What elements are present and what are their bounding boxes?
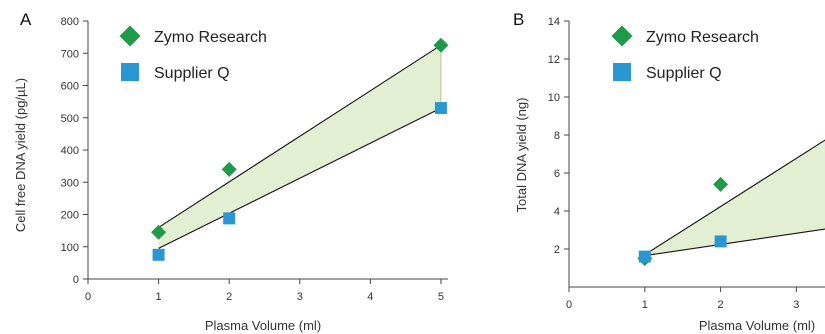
x-tick-label-a: 2 <box>226 291 232 303</box>
data-point-zymo-a-2 <box>433 37 449 53</box>
data-point-supplier-b-1 <box>714 235 727 248</box>
chart-panel-a: A Plasma Volume (ml) Cell free DNA yield… <box>13 10 449 333</box>
y-tick-label-a: 100 <box>61 242 79 254</box>
data-point-supplier-a-2 <box>434 102 447 115</box>
x-tick-label-a: 1 <box>156 291 162 303</box>
y-axis-title-a: Cell free DNA yield (pg/µL) <box>13 78 28 232</box>
x-tick-label-b: 0 <box>566 299 572 311</box>
legend-marker-supplier-b <box>613 63 631 81</box>
x-tick-label-a: 5 <box>438 291 444 303</box>
legend-marker-zymo-b <box>611 25 633 47</box>
x-tick-label-b: 2 <box>718 299 724 311</box>
y-tick-label-a: 300 <box>61 177 79 189</box>
confidence-band-b <box>644 140 825 256</box>
fit-line-b-0 <box>644 139 825 256</box>
y-tick-label-b: 14 <box>548 16 560 28</box>
legend-label-zymo-a: Zymo Research <box>154 29 267 46</box>
y-tick-label-a: 0 <box>73 274 79 286</box>
legend-marker-zymo-a <box>119 25 141 47</box>
x-tick-label-a: 4 <box>367 291 373 303</box>
data-point-zymo-b-1 <box>713 176 729 192</box>
legend-label-supplier-b: Supplier Q <box>646 65 722 82</box>
y-tick-label-a: 400 <box>61 145 79 157</box>
chart-panel-b: B Plasma Volume (ml) Total DNA yield (ng… <box>513 10 825 333</box>
data-point-supplier-a-1 <box>223 212 236 225</box>
fit-line-b-1 <box>644 228 825 257</box>
y-tick-label-a: 600 <box>61 81 79 93</box>
data-point-zymo-a-0 <box>151 224 167 240</box>
y-tick-label-a: 200 <box>61 210 79 222</box>
legend-label-supplier-a: Supplier Q <box>154 65 230 82</box>
panel-label-b: B <box>513 10 524 29</box>
x-tick-label-a: 3 <box>297 291 303 303</box>
y-tick-label-b: 12 <box>548 54 560 66</box>
fit-line-a-1 <box>158 107 442 249</box>
data-point-zymo-a-1 <box>221 161 237 177</box>
x-axis-title-a: Plasma Volume (ml) <box>205 318 321 333</box>
y-tick-label-a: 500 <box>61 113 79 125</box>
x-tick-label-b: 1 <box>642 299 648 311</box>
x-tick-label-a: 0 <box>85 291 91 303</box>
panel-label-a: A <box>20 10 32 29</box>
x-axis-title-b: Plasma Volume (ml) <box>699 318 815 333</box>
confidence-band-a <box>158 45 441 249</box>
legend-label-zymo-b: Zymo Research <box>646 29 759 46</box>
y-tick-label-b: 8 <box>554 130 560 142</box>
x-tick-label-b: 3 <box>793 299 799 311</box>
legend-marker-supplier-a <box>121 63 139 81</box>
y-axis-title-b: Total DNA yield (ng) <box>514 98 529 213</box>
y-tick-label-b: 4 <box>554 206 560 218</box>
y-tick-label-b: 6 <box>554 168 560 180</box>
y-tick-label-b: 10 <box>548 92 560 104</box>
data-point-supplier-b-0 <box>638 250 651 263</box>
y-tick-label-b: 2 <box>554 244 560 256</box>
fit-line-a-0 <box>158 44 442 228</box>
y-tick-label-a: 800 <box>61 16 79 28</box>
data-point-supplier-a-0 <box>152 248 165 261</box>
y-tick-label-a: 700 <box>61 48 79 60</box>
